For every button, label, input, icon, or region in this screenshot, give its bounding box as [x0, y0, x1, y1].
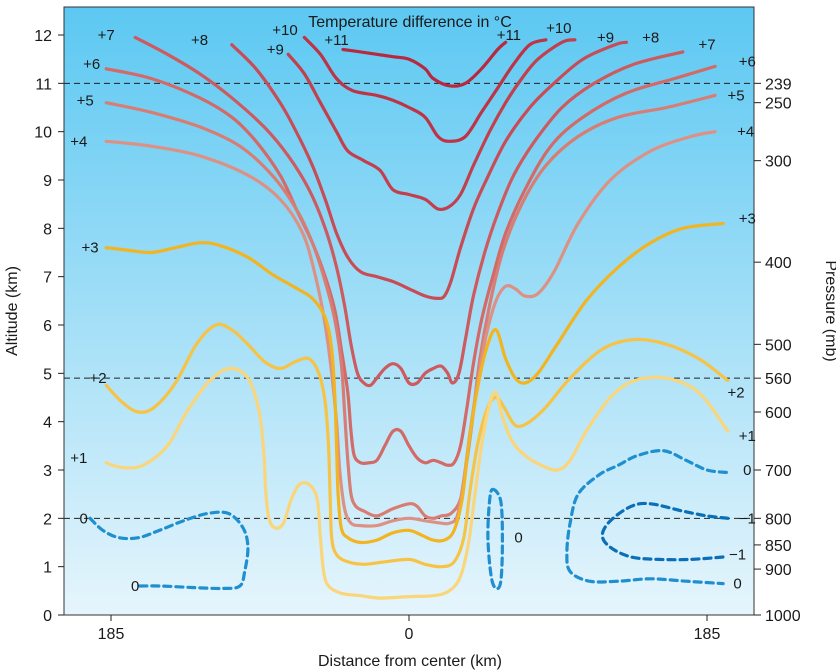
pressure-tick-label: 600	[765, 405, 792, 422]
contour-label: 0	[131, 578, 139, 595]
contour-label: 0	[79, 510, 87, 527]
contour-line	[230, 40, 629, 301]
y-tick-label: 8	[43, 221, 52, 238]
pressure-tick-label: 800	[765, 511, 792, 528]
contour-line	[133, 35, 685, 388]
contour-line	[302, 35, 548, 143]
x-axis-title: Distance from center (km)	[318, 653, 502, 670]
contour-label: +7	[698, 37, 715, 54]
x-tick-label: 185	[694, 626, 721, 643]
y-tick-label: 6	[43, 318, 52, 335]
contour-label: +2	[727, 385, 744, 402]
contour-label: +5	[727, 87, 744, 104]
y-tick-label: 1	[43, 560, 52, 577]
contour-line	[341, 40, 508, 88]
contour-label: 0	[733, 576, 741, 593]
contour-label: +10	[272, 22, 297, 39]
contour-label: −1	[739, 510, 756, 527]
contour-label: +9	[597, 29, 614, 46]
pressure-tick-label: 560	[765, 371, 792, 388]
pressure-tick-label: 1000	[765, 608, 801, 625]
x-axis: 185 0 185	[98, 615, 721, 643]
contour-line	[104, 366, 730, 600]
contour-label: +1	[739, 428, 756, 445]
contour-label: +4	[70, 133, 87, 150]
contour-line	[286, 38, 577, 212]
pressure-tick-label: 500	[765, 337, 792, 354]
pressure-tick-label: 300	[765, 154, 792, 171]
pressure-axis-title: Pressure (mb)	[822, 260, 836, 361]
contour-label: −1	[729, 547, 746, 564]
contour-lines	[88, 35, 730, 600]
contour-line	[104, 130, 717, 528]
contour-label: +9	[267, 42, 284, 59]
y-tick-label: 9	[43, 173, 52, 190]
contour-line	[104, 221, 725, 545]
y-tick-label: 5	[43, 366, 52, 383]
contour-label: +4	[737, 124, 754, 141]
plot-background	[63, 6, 755, 616]
pressure-tick-label: 850	[765, 538, 792, 555]
contour-line	[88, 510, 250, 591]
y-tick-label: 12	[34, 28, 52, 45]
contour-label: +7	[98, 27, 115, 44]
x-tick-label: 185	[98, 626, 125, 643]
pressure-tick-label: 250	[765, 96, 792, 113]
pressure-tick-label: 400	[765, 255, 792, 272]
chart-title: Temperature difference in °C	[308, 14, 512, 31]
y-tick-label: 11	[35, 76, 52, 93]
x-tick-label: 0	[405, 626, 414, 643]
contour-line	[600, 501, 730, 562]
contour-label: +3	[82, 240, 99, 257]
contour-label: +3	[739, 211, 756, 228]
contour-line	[104, 322, 730, 569]
contour-label: +2	[90, 370, 107, 387]
contour-label: 0	[743, 462, 751, 479]
contour-label: +11	[497, 27, 521, 44]
contour-line	[486, 487, 504, 591]
pressure-axis: 239 250 300 400 500 560 600 700 800 850 900 1000	[754, 76, 801, 625]
contour-label: +8	[642, 29, 659, 46]
contour-labels: +7 +8+10+9+11 +11 +10+9 +8 +7+6 +6+5 +5+4+4+3+3…	[70, 20, 756, 595]
y-tick-label: 0	[43, 608, 52, 625]
pressure-tick-label: 900	[765, 562, 792, 579]
y-axis-title: Altitude (km)	[4, 266, 21, 356]
contour-label: +6	[739, 54, 756, 71]
contour-line	[104, 93, 717, 520]
y-tick-label: 4	[43, 415, 52, 432]
contour-line	[565, 448, 728, 586]
y-tick-label: 10	[34, 125, 52, 142]
pressure-tick-label: 700	[765, 463, 792, 480]
contour-label: 0	[514, 530, 522, 547]
contour-label: +5	[77, 92, 94, 109]
y-tick-label: 7	[43, 270, 52, 287]
contour-label: +8	[191, 32, 208, 49]
contour-label: +1	[70, 450, 87, 467]
pressure-tick-label: 239	[765, 76, 792, 93]
y-tick-label: 3	[43, 463, 52, 480]
contour-label: +11	[324, 32, 348, 49]
contour-label: +10	[546, 20, 571, 37]
y-tick-label: 2	[43, 511, 52, 528]
contour-label: +6	[83, 56, 100, 73]
